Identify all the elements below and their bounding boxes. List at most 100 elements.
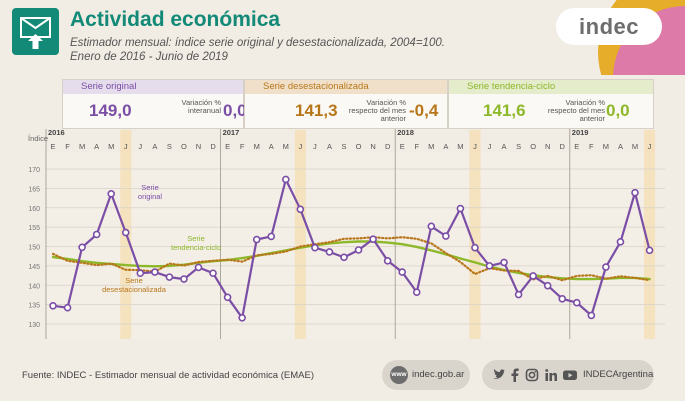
highlight-band	[294, 130, 306, 339]
data-point	[209, 269, 217, 278]
x-tick-label: F	[240, 142, 245, 151]
x-tick-label: S	[167, 142, 172, 151]
data-point	[543, 281, 552, 290]
data-point	[398, 268, 407, 276]
data-point	[281, 175, 290, 184]
data-point	[92, 230, 101, 239]
data-point	[107, 190, 115, 198]
instagram-icon[interactable]	[525, 367, 539, 383]
source-note: Fuente: INDEC - Estimador mensual de act…	[22, 370, 314, 381]
data-point	[587, 311, 596, 320]
x-tick-label: D	[385, 142, 391, 151]
x-tick-label: A	[618, 142, 623, 151]
twitter-icon[interactable]	[492, 367, 506, 383]
x-tick-label: M	[79, 142, 85, 151]
social-handle: INDECArgentina	[583, 369, 654, 380]
year-label: 2017	[223, 128, 240, 137]
indec-report-icon	[12, 8, 59, 55]
x-tick-label: O	[181, 142, 187, 151]
data-point	[529, 272, 537, 280]
series-annotation: Serie original	[138, 183, 163, 201]
y-tick-label: 135	[28, 303, 40, 310]
y-tick-label: 140	[28, 283, 40, 290]
y-tick-label: 160	[28, 206, 40, 213]
y-tick-label: 170	[28, 167, 40, 174]
period-text: Enero de 2016 - Junio de 2019	[70, 51, 228, 63]
data-point	[383, 257, 392, 265]
stat-card-desestacionalizada: Serie desestacionalizada 141,3 Variación…	[244, 79, 448, 129]
y-tick-label: 145	[28, 264, 40, 271]
data-point	[485, 262, 494, 270]
x-tick-label: A	[94, 142, 99, 151]
website-link[interactable]: www indec.gob.ar	[382, 360, 470, 390]
data-point	[631, 188, 639, 197]
x-tick-label: N	[545, 142, 550, 151]
data-point	[500, 258, 508, 267]
stat-variation-label: Variación % interanual	[181, 98, 221, 115]
stat-label: Serie tendencia-ciclo	[449, 80, 653, 94]
data-point	[180, 275, 188, 283]
x-tick-label: F	[65, 142, 70, 151]
x-tick-label: J	[648, 142, 652, 151]
x-tick-label: M	[632, 142, 638, 151]
x-tick-label: E	[400, 142, 405, 151]
year-label: 2016	[48, 128, 65, 137]
stat-card-tendencia: Serie tendencia-ciclo 141,6 Variación % …	[448, 79, 654, 129]
x-tick-label: E	[225, 142, 230, 151]
facebook-icon[interactable]	[510, 367, 520, 383]
indec-logo[interactable]: indec	[556, 8, 662, 45]
x-tick-label: M	[428, 142, 434, 151]
stat-variation-label: Variación % respecto del mes anterior	[547, 98, 605, 123]
data-point	[252, 235, 261, 244]
data-point	[442, 232, 450, 240]
stat-variation-value: 0,0	[606, 101, 630, 120]
stat-value: 141,6	[483, 101, 526, 120]
series-annotation: Serie desestacionalizada	[102, 276, 167, 294]
x-tick-label: A	[152, 142, 157, 151]
x-tick-label: O	[530, 142, 536, 151]
data-point	[49, 301, 57, 310]
y-tick-label: 130	[28, 322, 40, 329]
x-tick-label: J	[298, 142, 302, 151]
x-tick-label: E	[50, 142, 55, 151]
stat-variation-label: Variación % respecto del mes anterior	[348, 98, 406, 123]
x-tick-label: J	[124, 142, 128, 151]
data-point	[572, 298, 581, 307]
data-point	[514, 290, 523, 299]
data-point	[354, 246, 363, 254]
data-point	[194, 263, 203, 272]
x-tick-label: S	[516, 142, 521, 151]
data-point	[223, 293, 232, 302]
series-annotation: Serie tendencia-ciclo	[171, 234, 221, 252]
x-tick-label: A	[269, 142, 274, 151]
data-point	[136, 269, 145, 278]
youtube-icon[interactable]	[562, 367, 578, 383]
x-tick-label: J	[138, 142, 142, 151]
x-tick-label: M	[603, 142, 609, 151]
data-point	[602, 263, 610, 271]
linkedin-icon[interactable]	[544, 367, 558, 383]
subtitle-text: Estimador mensual: índice serie original…	[70, 37, 445, 49]
page-subtitle: Estimador mensual: índice serie original…	[70, 36, 445, 64]
x-tick-label: F	[414, 142, 419, 151]
x-tick-label: A	[327, 142, 332, 151]
y-tick-label: 165	[28, 186, 40, 193]
data-point	[238, 313, 246, 322]
year-label: 2019	[572, 128, 589, 137]
x-tick-label: J	[488, 142, 492, 151]
highlight-band	[644, 130, 656, 339]
x-tick-label: A	[502, 142, 507, 151]
stat-variation-value: -0,4	[409, 101, 439, 120]
x-tick-label: J	[473, 142, 477, 151]
data-point	[558, 295, 567, 303]
x-tick-label: D	[210, 142, 216, 151]
stat-value: 149,0	[89, 101, 132, 120]
x-tick-label: S	[341, 142, 346, 151]
stat-label: Serie original	[63, 80, 243, 94]
data-point	[616, 238, 625, 246]
x-tick-label: N	[370, 142, 375, 151]
x-tick-label: E	[574, 142, 579, 151]
x-tick-label: M	[457, 142, 463, 151]
data-point	[325, 248, 334, 256]
